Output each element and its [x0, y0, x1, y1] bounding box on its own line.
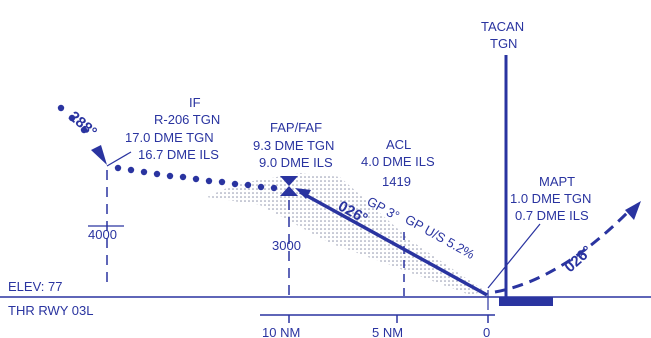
if-dme-ils: 16.7 DME ILS	[138, 147, 219, 162]
tacan-id: TGN	[490, 36, 517, 51]
glidepath-protection-area	[207, 173, 485, 295]
missed-course-label: 026°	[561, 243, 595, 276]
mapt-dme-ils: 0.7 DME ILS	[515, 208, 589, 223]
if-radial: R-206 TGN	[154, 112, 220, 127]
faf-altitude: 3000	[272, 238, 301, 253]
mapt-dme-tgn: 1.0 DME TGN	[510, 191, 591, 206]
inbound-course-label: 288°	[65, 108, 100, 141]
threshold-label: THR RWY 03L	[8, 303, 94, 318]
faf-dme-tgn: 9.3 DME TGN	[253, 138, 334, 153]
acl-dme-ils: 4.0 DME ILS	[361, 154, 435, 169]
faf-dme-ils: 9.0 DME ILS	[259, 155, 333, 170]
arrival-arrowhead	[91, 145, 107, 165]
scale-label-10nm: 10 NM	[262, 325, 300, 338]
if-title: IF	[189, 95, 201, 110]
if-altitude: 4000	[88, 227, 117, 242]
elevation-label: ELEV: 77	[8, 279, 62, 294]
mapt-title: MAPT	[539, 174, 575, 189]
missed-approach-path	[494, 210, 630, 294]
faf-maltese-cross-icon	[280, 176, 298, 196]
faf-title: FAP/FAF	[270, 120, 322, 135]
scale-label-0: 0	[483, 325, 490, 338]
final-approach-arrowhead	[295, 188, 311, 199]
runway-bar	[499, 297, 553, 306]
final-approach-path	[299, 190, 488, 297]
if-leader-line	[106, 151, 132, 167]
missed-approach-arrowhead	[625, 201, 641, 220]
mapt-leader-line	[487, 223, 541, 289]
scale-label-5nm: 5 NM	[372, 325, 403, 338]
acl-altitude: 1419	[382, 174, 411, 189]
acl-title: ACL	[386, 137, 411, 152]
arrival-dotted-path	[57, 104, 278, 192]
if-dme-tgn: 17.0 DME TGN	[125, 130, 214, 145]
tacan-label: TACAN	[481, 19, 524, 34]
